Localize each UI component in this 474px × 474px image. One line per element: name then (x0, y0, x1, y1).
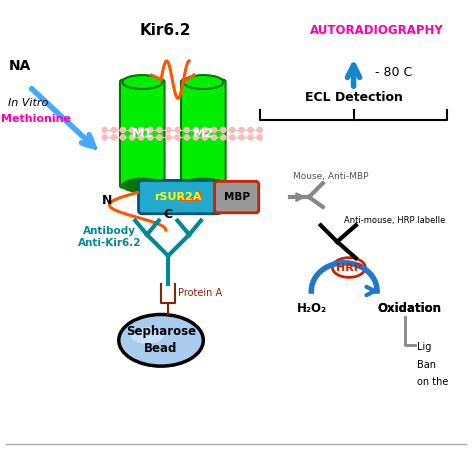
Circle shape (193, 128, 199, 133)
Circle shape (248, 128, 253, 133)
Circle shape (211, 128, 217, 133)
Text: Kir6.2: Kir6.2 (140, 23, 191, 38)
Text: M2: M2 (193, 127, 214, 140)
Circle shape (129, 128, 135, 133)
Ellipse shape (332, 258, 365, 277)
Text: on the: on the (417, 377, 448, 387)
Text: C: C (164, 208, 173, 221)
Ellipse shape (183, 75, 223, 89)
Circle shape (184, 135, 189, 140)
Text: H₂O₂: H₂O₂ (297, 302, 328, 315)
Circle shape (148, 128, 153, 133)
Circle shape (157, 135, 162, 140)
FancyBboxPatch shape (138, 181, 221, 214)
Circle shape (102, 128, 107, 133)
Text: rSUR2A: rSUR2A (154, 192, 201, 202)
Circle shape (120, 128, 126, 133)
Text: Ban: Ban (417, 361, 436, 371)
Text: Methionine: Methionine (1, 114, 72, 124)
Circle shape (120, 135, 126, 140)
Circle shape (230, 135, 235, 140)
Text: Protein A: Protein A (178, 288, 223, 298)
Circle shape (230, 128, 235, 133)
Text: HRP: HRP (336, 263, 362, 273)
Circle shape (202, 128, 208, 133)
FancyBboxPatch shape (120, 80, 164, 188)
Circle shape (111, 128, 117, 133)
Circle shape (184, 128, 189, 133)
Text: Anti-mouse, HRP labelle: Anti-mouse, HRP labelle (344, 216, 446, 225)
Text: Lig: Lig (417, 342, 431, 352)
Circle shape (111, 135, 117, 140)
Circle shape (211, 135, 217, 140)
Ellipse shape (122, 75, 162, 89)
Circle shape (166, 128, 171, 133)
Circle shape (102, 135, 107, 140)
Circle shape (202, 135, 208, 140)
Circle shape (157, 128, 162, 133)
Text: Oxidation: Oxidation (377, 302, 441, 315)
Text: MBP: MBP (224, 192, 250, 202)
Text: Sepharose
Bead: Sepharose Bead (126, 325, 196, 356)
Circle shape (138, 128, 144, 133)
Text: NA: NA (9, 59, 31, 73)
Ellipse shape (130, 328, 164, 344)
Text: N: N (102, 194, 113, 207)
Circle shape (138, 135, 144, 140)
Circle shape (148, 135, 153, 140)
FancyBboxPatch shape (215, 182, 259, 213)
Circle shape (193, 135, 199, 140)
Circle shape (257, 128, 262, 133)
Ellipse shape (183, 178, 223, 192)
Circle shape (175, 128, 180, 133)
Circle shape (248, 135, 253, 140)
Circle shape (175, 135, 180, 140)
Text: Antibody
Anti-Kir6.2: Antibody Anti-Kir6.2 (78, 226, 141, 248)
Circle shape (239, 135, 244, 140)
Ellipse shape (122, 178, 162, 192)
Circle shape (239, 128, 244, 133)
Text: M1: M1 (132, 127, 153, 140)
Text: AUTORADIOGRAPHY: AUTORADIOGRAPHY (310, 24, 444, 37)
Circle shape (129, 135, 135, 140)
Circle shape (220, 135, 226, 140)
Text: Mouse, Anti-MBP: Mouse, Anti-MBP (292, 172, 368, 181)
FancyBboxPatch shape (181, 80, 226, 188)
Text: - 80 C: - 80 C (375, 66, 412, 79)
Text: In Vitro: In Vitro (9, 98, 49, 108)
Text: ECL Detection: ECL Detection (305, 91, 402, 104)
Circle shape (166, 135, 171, 140)
Text: Oxidation: Oxidation (377, 302, 441, 315)
Circle shape (220, 128, 226, 133)
Circle shape (257, 135, 262, 140)
Ellipse shape (119, 314, 203, 366)
